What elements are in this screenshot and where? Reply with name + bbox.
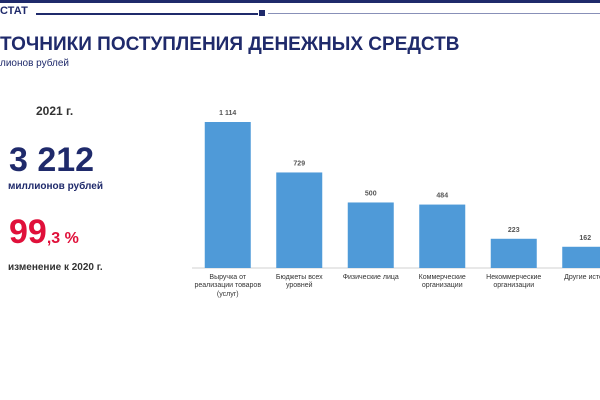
change-rest: ,3 %	[46, 230, 79, 247]
logo-text: СТАТ	[0, 5, 28, 17]
total-value: 3 212	[9, 141, 95, 179]
category-label: Выручка от реализации товаров (услуг)	[194, 274, 262, 298]
header-rule	[36, 13, 258, 15]
total-unit: миллионов рублей	[8, 181, 103, 192]
change-label: изменение к 2020 г.	[8, 262, 103, 273]
title: ТОЧНИКИ ПОСТУПЛЕНИЯ ДЕНЕЖНЫХ СРЕДСТВ	[0, 34, 460, 55]
bar	[490, 238, 537, 268]
year: 2021 г.	[36, 104, 74, 118]
bar	[419, 204, 466, 268]
category-label: Бюджеты всех уровней	[275, 274, 323, 290]
bar	[204, 122, 251, 268]
value-label: 729	[293, 160, 305, 167]
category-label: Другие источ	[564, 274, 600, 281]
bar	[347, 202, 394, 268]
header-square	[259, 10, 265, 16]
value-label: 162	[579, 235, 591, 242]
change: 99,3 %	[9, 213, 79, 252]
category-label: Физические лица	[342, 274, 399, 281]
category-label: Некоммерческие организации	[486, 274, 542, 290]
top-rule	[0, 0, 600, 3]
category-label: Коммерческие организации	[418, 274, 466, 290]
bar	[562, 246, 600, 268]
value-label: 223	[508, 227, 520, 234]
value-label: 1 114	[219, 110, 236, 117]
value-label: 484	[436, 193, 448, 200]
value-label: 500	[365, 190, 377, 197]
bar	[276, 172, 323, 268]
change-main: 99	[9, 213, 47, 251]
subtitle: лионов рублей	[0, 58, 69, 69]
header-rule	[268, 13, 600, 14]
